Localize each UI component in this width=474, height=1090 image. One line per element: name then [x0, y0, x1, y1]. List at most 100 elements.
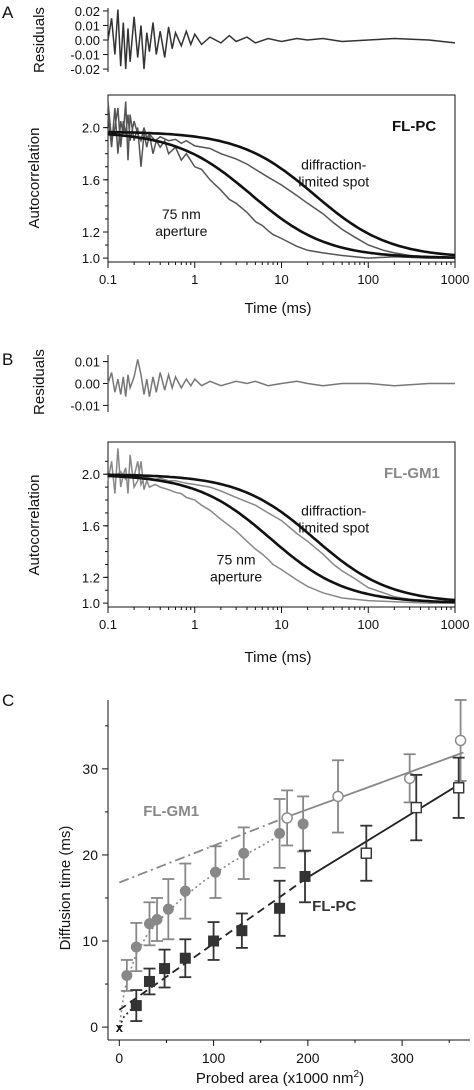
panel-b-residuals-ytick-label: -0.01 [70, 398, 100, 413]
panel-c-xtick-label: 0 [115, 1050, 123, 1066]
panel-c-fl-gm1-point [297, 795, 310, 853]
panel-c-ytick-label: 10 [82, 933, 98, 949]
panel-b-fit-curve [107, 474, 456, 604]
marker-filled-circle [130, 941, 142, 953]
panel-b-fit-curve [108, 473, 456, 602]
panel-a-residuals-series [107, 9, 456, 70]
panel-a-autocorrelation-plot: Autocorrelation FL-PC Time (ms) 1.0 1.2 1.… [26, 94, 470, 317]
panel-c-fl-pc-point [207, 921, 220, 961]
panel-a-annotation: diffraction-limited spot [298, 156, 369, 189]
panel-c-xlabel-sup: 2 [354, 1069, 360, 1080]
panel-c-origin-marker: x [116, 1020, 124, 1035]
panel-a-data-curve [107, 101, 456, 259]
marker-open-square [410, 801, 422, 814]
panel-c-fl-pc-point [179, 938, 192, 979]
panel-a-title: FL-PC [392, 118, 436, 135]
panel-c-fl-pc-dotted-line [118, 1004, 137, 1028]
panel-a-xlabel: Time (ms) [245, 300, 312, 317]
panel-b-title: FL-GM1 [384, 465, 440, 482]
marker-open-circle [403, 772, 416, 785]
marker-open-circle [454, 734, 467, 747]
panel-c-xlabel-end: ) [359, 1070, 364, 1087]
panel-c-fl-gm1-point [151, 897, 164, 942]
marker-filled-circle [151, 913, 163, 925]
panel-b-residuals-ytick-label: 0.00 [75, 377, 100, 392]
panel-a-annotation-line: limited spot [298, 173, 369, 189]
marker-filled-circle [121, 969, 133, 981]
marker-filled-square [299, 870, 311, 882]
panel-c-fl-gm1-point [237, 826, 250, 880]
panel-a-residuals-ytick-label: -0.01 [70, 48, 100, 63]
panel-a-residuals-ytick-label: 0.02 [75, 4, 100, 19]
panel-c-fl-gm1-point [179, 862, 192, 920]
panel-c-fl-pc-point [235, 912, 248, 949]
panel-c-fl-pc-point [143, 967, 156, 996]
panel-c-fl-gm1-dash-dot-line [118, 815, 290, 884]
panel-b-xtick-label: 100 [357, 617, 379, 632]
panel-c-xtick-label: 100 [202, 1050, 226, 1066]
panel-b-annotation: 75 nm aperture [210, 551, 262, 584]
panel-c-xtick-label: 200 [296, 1050, 320, 1066]
panel-b-data-curve [107, 448, 455, 604]
panel-c-fl-pc-point [452, 756, 465, 819]
panel-c-label: C [2, 691, 14, 710]
panel-c-fl-gm1-point [454, 699, 467, 782]
panel-c-fl-gm1-solid-line [288, 751, 464, 818]
panel-c-fl-pc-point [360, 824, 373, 882]
marker-filled-square [274, 902, 286, 914]
panel-a-ylabel: Autocorrelation [26, 128, 43, 229]
panel-b-ylabel: Autocorrelation [26, 475, 43, 576]
panel-c-ytick-label: 30 [82, 761, 98, 777]
panel-c-fl-gm1-point [281, 789, 294, 847]
panel-c-series-label: FL-GM1 [143, 803, 199, 820]
panel-a-residuals-plot: Residuals 0.020.010.00-0.01-0.02 [31, 4, 456, 77]
panel-a-xtick-label: 1000 [441, 272, 470, 287]
panel-b-ytick-label: 1.0 [82, 596, 100, 611]
marker-filled-circle [209, 866, 221, 878]
panel-c-markers [120, 699, 467, 1022]
marker-filled-square [130, 1000, 142, 1012]
panel-a: A Residuals 0.020.010.00-0.01-0.02 Autoc… [2, 3, 469, 317]
panel-b-xtick-label: 10 [274, 617, 288, 632]
panel-a-xtick-label: 1 [191, 272, 198, 287]
panel-b-residuals-yticks: 0.01 0.00 -0.01 [70, 355, 109, 413]
panel-a-ytick-label: 1.0 [82, 251, 100, 266]
panel-c-fl-gm1-point [273, 798, 286, 869]
panel-b-xtick-label: 0.1 [99, 617, 117, 632]
panel-b-annotation-line: aperture [210, 568, 262, 584]
panel-a-ytick-label: 1.6 [82, 173, 100, 188]
marker-filled-square [208, 935, 220, 947]
panel-b-residuals-plot: Residuals 0.01 0.00 -0.01 [31, 349, 455, 415]
panel-b-residuals-series [107, 359, 455, 397]
panel-c-fl-pc-solid-line [307, 781, 464, 879]
panel-a-fit-curve [108, 130, 456, 257]
panel-b-autocorrelation-plot: Autocorrelation FL-GM1 Time (ms) 1.01.21… [26, 441, 469, 666]
panel-b-residuals-lines [107, 359, 455, 397]
panel-b-annotations: diffraction-limited spot 75 nm aperture [210, 502, 369, 584]
panel-a-residuals-ytick-label: 0.01 [75, 18, 100, 33]
marker-filled-circle [274, 827, 286, 839]
panel-c-xlabel-main: Probed area (x1000 nm [196, 1070, 354, 1087]
panel-c-series-label: FL-PC [312, 898, 356, 915]
panel-b-ytick-label: 1.6 [82, 519, 100, 534]
panel-a-data-lines [107, 101, 456, 259]
marker-open-square [360, 847, 373, 859]
panel-b-ytick-label: 2.0 [82, 467, 100, 482]
panel-a-annotation-line: diffraction- [301, 156, 366, 172]
panel-a-xtick-label: 100 [357, 272, 379, 287]
panel-a-residuals-lines [107, 9, 456, 70]
panel-b-annotation: diffraction-limited spot [298, 502, 369, 535]
panel-c-fl-pc-point [299, 849, 312, 904]
panel-c-fl-gm1-point [332, 759, 345, 834]
panel-c-fl-gm1-point [403, 753, 416, 804]
panel-a-ytick-label: 1.2 [82, 225, 100, 240]
panel-c-fl-gm1-point [120, 959, 133, 992]
marker-open-circle [281, 812, 293, 824]
marker-filled-square [179, 952, 191, 964]
panel-c-fl-gm1-point [130, 922, 143, 973]
marker-open-square [452, 782, 465, 794]
panel-a-residuals-yticks: 0.020.010.00-0.01-0.02 [70, 4, 109, 77]
panel-c-fl-pc-point [130, 989, 143, 1022]
panel-b-axes: 1.0 1.2 1.6 2.0 0.1 1 10 100 1000 [82, 441, 469, 632]
